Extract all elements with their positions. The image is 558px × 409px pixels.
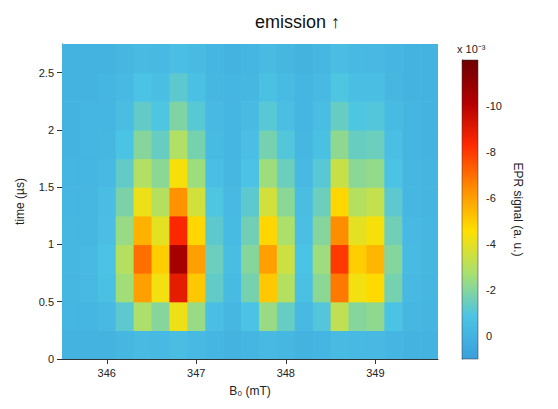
svg-text:B₀ (mT): B₀ (mT): [229, 384, 271, 398]
svg-text:1: 1: [48, 238, 54, 250]
svg-text:2.5: 2.5: [39, 67, 54, 79]
svg-text:-8: -8: [486, 146, 496, 158]
svg-text:348: 348: [277, 367, 295, 379]
svg-text:-2: -2: [486, 284, 496, 296]
svg-text:0: 0: [486, 330, 492, 342]
svg-text:2: 2: [48, 124, 54, 136]
svg-text:x 10⁻³: x 10⁻³: [457, 43, 486, 55]
svg-text:-6: -6: [486, 192, 496, 204]
svg-text:emission ↑: emission ↑: [255, 12, 340, 32]
svg-text:time (µs): time (µs): [13, 178, 27, 225]
svg-text:349: 349: [366, 367, 384, 379]
svg-text:0.5: 0.5: [39, 296, 54, 308]
svg-text:EPR signal (a. u.): EPR signal (a. u.): [511, 162, 525, 256]
svg-text:346: 346: [98, 367, 116, 379]
svg-text:0: 0: [48, 353, 54, 365]
svg-text:-4: -4: [486, 238, 496, 250]
svg-text:347: 347: [187, 367, 205, 379]
svg-text:1.5: 1.5: [39, 181, 54, 193]
svg-text:-10: -10: [486, 100, 502, 112]
